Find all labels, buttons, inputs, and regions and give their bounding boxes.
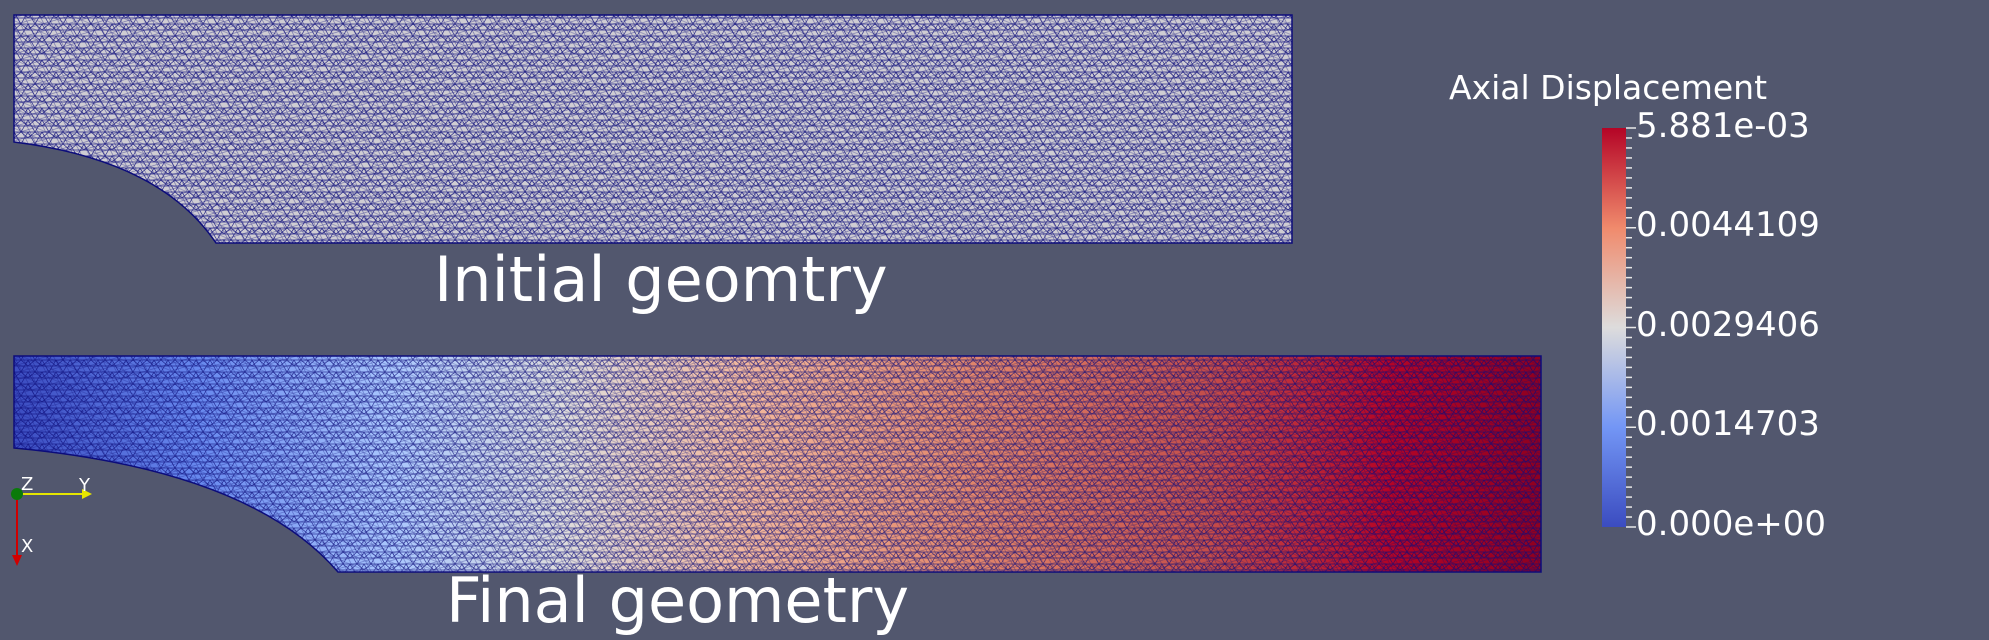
final-mesh xyxy=(13,355,1542,573)
legend-tick-label: 0.000e+00 xyxy=(1636,504,1827,544)
legend-tick-label: 5.881e-03 xyxy=(1636,106,1810,146)
orientation-axes xyxy=(11,488,92,566)
x-axis-label: X xyxy=(21,536,34,557)
legend-tick-label: 0.0044109 xyxy=(1636,205,1820,245)
legend-tick-label: 0.0029406 xyxy=(1636,305,1820,345)
z-axis-label: Z xyxy=(21,474,34,495)
legend-tick-label: 0.0014703 xyxy=(1636,404,1820,444)
final-geometry-caption: Final geometry xyxy=(446,564,910,637)
initial-mesh xyxy=(13,14,1293,244)
initial-geometry-caption: Initial geomtry xyxy=(434,243,888,316)
y-axis-label: Y xyxy=(79,475,90,496)
color-legend-bar xyxy=(1602,127,1636,528)
legend-title: Axial Displacement xyxy=(1449,68,1768,107)
